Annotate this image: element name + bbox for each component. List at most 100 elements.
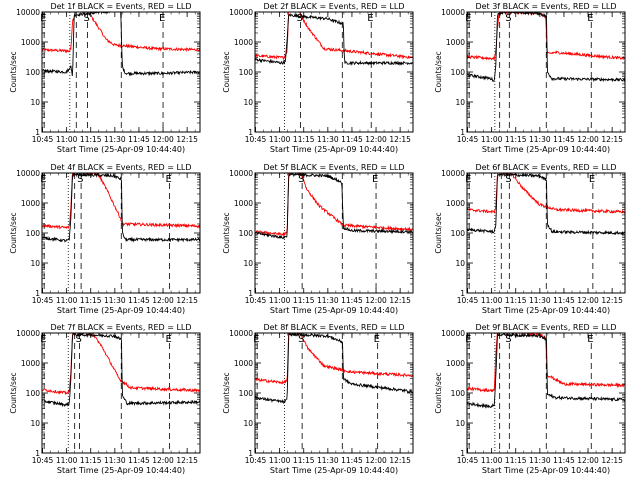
y-axis-label: Counts/sec bbox=[9, 372, 18, 413]
x-axis-label: Start Time (25-Apr-09 10:44:40) bbox=[482, 306, 610, 315]
x-tick-label: 12:15 bbox=[601, 296, 623, 305]
x-tick-label: 11:30 bbox=[529, 296, 551, 305]
chart-title: Det 3f BLACK = Events, RED = LLD bbox=[475, 2, 616, 11]
y-tick-label: 1000 bbox=[446, 38, 465, 47]
chart-title: Det 9f BLACK = Events, RED = LLD bbox=[475, 323, 616, 332]
series-line-events bbox=[467, 173, 625, 236]
x-axis-label: Start Time (25-Apr-09 10:44:40) bbox=[270, 145, 398, 154]
series-line-events bbox=[255, 173, 413, 240]
y-tick-label: 100 bbox=[26, 389, 41, 398]
marker-label: S bbox=[298, 174, 304, 185]
y-tick-label: 10 bbox=[30, 98, 40, 107]
marker-label: E bbox=[374, 334, 380, 345]
y-axis-label: Counts/sec bbox=[434, 212, 443, 253]
marker-label: S bbox=[505, 334, 511, 345]
plot-area bbox=[467, 333, 625, 453]
x-tick-label: 10:45 bbox=[245, 456, 267, 465]
x-tick-label: 11:00 bbox=[269, 135, 291, 144]
axes-frame bbox=[254, 332, 414, 454]
y-tick-label: 10000 bbox=[16, 329, 40, 338]
x-tick-label: 11:30 bbox=[104, 296, 126, 305]
chart-title: Det 1f BLACK = Events, RED = LLD bbox=[50, 2, 191, 11]
y-tick-label: 100 bbox=[239, 68, 254, 77]
x-tick-label: 12:00 bbox=[152, 296, 174, 305]
x-tick-label: 11:00 bbox=[481, 456, 503, 465]
x-tick-label: 12:15 bbox=[601, 135, 623, 144]
y-tick-label: 1000 bbox=[21, 359, 40, 368]
x-tick-label: 12:00 bbox=[152, 456, 174, 465]
x-tick-label: 10:45 bbox=[32, 456, 54, 465]
y-tick-label: 10000 bbox=[16, 8, 40, 17]
y-tick-label: 10 bbox=[30, 419, 40, 428]
y-axis-label: Counts/sec bbox=[434, 51, 443, 92]
y-tick-label: 1000 bbox=[21, 38, 40, 47]
series-line-lld bbox=[255, 333, 413, 385]
y-tick-label: 1 bbox=[460, 128, 465, 137]
x-tick-label: 11:45 bbox=[341, 296, 363, 305]
x-tick-label: 11:15 bbox=[293, 135, 315, 144]
x-tick-label: 11:45 bbox=[128, 135, 150, 144]
x-tick-label: 11:45 bbox=[553, 296, 575, 305]
x-axis-label: Start Time (25-Apr-09 10:44:40) bbox=[57, 466, 185, 475]
x-tick-label: 11:00 bbox=[269, 296, 291, 305]
marker-label: E bbox=[165, 334, 171, 345]
x-tick-label: 12:00 bbox=[577, 135, 599, 144]
y-tick-label: 10 bbox=[243, 419, 253, 428]
y-tick-label: 1000 bbox=[234, 38, 253, 47]
series-line-events bbox=[255, 12, 413, 66]
chart-title: Det 7f BLACK = Events, RED = LLD bbox=[50, 323, 191, 332]
y-tick-label: 1 bbox=[248, 289, 253, 298]
y-axis-label: Counts/sec bbox=[222, 372, 231, 413]
x-tick-label: 11:15 bbox=[505, 456, 527, 465]
x-tick-label: 10:45 bbox=[457, 456, 479, 465]
marker-label: E bbox=[587, 13, 593, 24]
series-line-lld bbox=[467, 173, 625, 215]
x-tick-label: 11:15 bbox=[505, 296, 527, 305]
x-tick-label: 11:45 bbox=[341, 135, 363, 144]
series-line-lld bbox=[42, 333, 200, 396]
plot-area bbox=[467, 12, 625, 132]
plot-area bbox=[255, 173, 413, 293]
x-tick-label: 12:00 bbox=[365, 296, 387, 305]
x-tick-label: 11:00 bbox=[481, 296, 503, 305]
y-tick-label: 100 bbox=[26, 229, 41, 238]
y-axis-label: Counts/sec bbox=[9, 51, 18, 92]
y-tick-label: 10000 bbox=[229, 8, 253, 17]
y-tick-label: 1000 bbox=[234, 199, 253, 208]
series-line-events bbox=[42, 173, 200, 243]
y-tick-label: 100 bbox=[451, 68, 466, 77]
x-tick-label: 11:00 bbox=[56, 135, 78, 144]
series-line-lld bbox=[42, 173, 200, 230]
x-tick-label: 12:15 bbox=[389, 296, 411, 305]
x-tick-label: 11:15 bbox=[293, 456, 315, 465]
x-tick-label: 10:45 bbox=[457, 135, 479, 144]
axes-frame bbox=[254, 11, 414, 133]
y-tick-label: 1 bbox=[460, 449, 465, 458]
x-tick-label: 11:45 bbox=[128, 456, 150, 465]
series-line-lld bbox=[255, 12, 413, 61]
x-tick-label: 11:00 bbox=[56, 456, 78, 465]
x-tick-label: 10:45 bbox=[32, 135, 54, 144]
x-tick-label: 12:15 bbox=[601, 456, 623, 465]
y-tick-label: 10 bbox=[30, 259, 40, 268]
y-tick-label: 1000 bbox=[446, 359, 465, 368]
y-tick-label: 10 bbox=[243, 259, 253, 268]
x-tick-label: 10:45 bbox=[32, 296, 54, 305]
y-tick-label: 10000 bbox=[441, 8, 465, 17]
y-tick-label: 10000 bbox=[16, 169, 40, 178]
y-tick-label: 10000 bbox=[229, 169, 253, 178]
marker-label: S bbox=[77, 174, 83, 185]
x-tick-label: 11:30 bbox=[317, 296, 339, 305]
x-tick-label: 11:15 bbox=[80, 135, 102, 144]
marker-label: E bbox=[589, 174, 595, 185]
series-line-events bbox=[42, 333, 200, 408]
y-tick-label: 10000 bbox=[441, 169, 465, 178]
marker-label: E bbox=[165, 174, 171, 185]
y-tick-label: 10 bbox=[243, 98, 253, 107]
